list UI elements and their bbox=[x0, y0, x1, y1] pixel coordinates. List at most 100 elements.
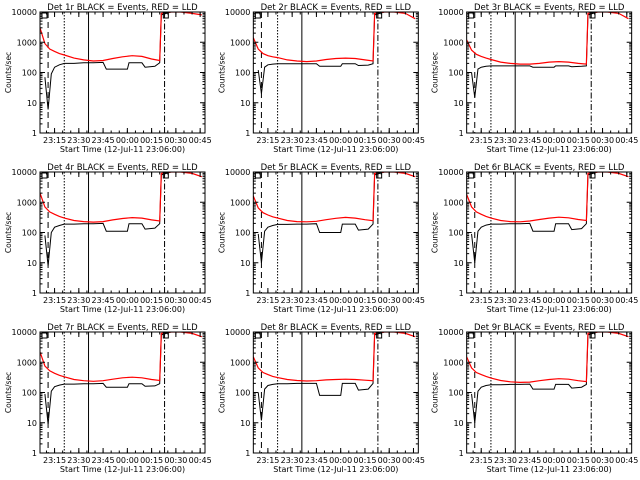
x-tick-label: 00:15 bbox=[140, 136, 163, 145]
square-marker bbox=[41, 12, 48, 19]
y-tick-label: 1 bbox=[32, 449, 37, 458]
y-tick-label: 10000 bbox=[225, 8, 250, 17]
square-marker bbox=[589, 172, 596, 179]
series-events bbox=[257, 12, 385, 94]
x-tick-label: 00:15 bbox=[567, 136, 590, 145]
x-tick-label: 00:45 bbox=[189, 456, 212, 465]
square-marker bbox=[468, 332, 475, 339]
y-axis-label: Counts/sec bbox=[4, 372, 13, 413]
y-tick-label: 10000 bbox=[12, 328, 37, 337]
x-tick-label: 23:45 bbox=[305, 456, 328, 465]
x-tick-label: 00:15 bbox=[140, 296, 163, 305]
x-tick-label: 00:45 bbox=[189, 136, 212, 145]
y-tick-label: 10000 bbox=[12, 168, 37, 177]
x-tick-label: 23:15 bbox=[43, 456, 66, 465]
x-tick-label: 23:30 bbox=[494, 456, 517, 465]
x-tick-label: 23:15 bbox=[256, 296, 279, 305]
y-tick-label: 1 bbox=[459, 449, 464, 458]
y-axis-label: Counts/sec bbox=[217, 372, 226, 413]
x-tick-label: 00:00 bbox=[116, 456, 139, 465]
y-tick-label: 10 bbox=[240, 259, 250, 268]
panel-det-2: Det 2r BLACK = Events, RED = LLD 1 10 100 10… bbox=[217, 3, 425, 154]
y-tick-label: 1000 bbox=[17, 358, 37, 367]
x-axis-label: Start Time (12-Jul-11 23:06:00) bbox=[60, 145, 185, 154]
x-tick-label: 00:45 bbox=[402, 136, 425, 145]
x-tick-label: 23:30 bbox=[281, 456, 304, 465]
square-marker bbox=[162, 172, 169, 179]
x-tick-label: 23:30 bbox=[281, 136, 304, 145]
y-tick-label: 100 bbox=[235, 229, 250, 238]
y-tick-label: 10 bbox=[453, 99, 463, 108]
y-tick-label: 10 bbox=[27, 259, 37, 268]
x-tick-label: 00:00 bbox=[542, 456, 565, 465]
panel-det-9: Det 9r BLACK = Events, RED = LLD 1 10 100 10… bbox=[431, 323, 639, 474]
x-tick-label: 23:30 bbox=[67, 456, 90, 465]
y-tick-label: 1 bbox=[245, 449, 250, 458]
panel-title: Det 3r BLACK = Events, RED = LLD bbox=[474, 3, 625, 13]
x-tick-label: 00:15 bbox=[353, 456, 376, 465]
x-tick-label: 00:00 bbox=[116, 136, 139, 145]
x-axis-label: Start Time (12-Jul-11 23:06:00) bbox=[273, 145, 398, 154]
x-tick-label: 00:15 bbox=[567, 456, 590, 465]
y-tick-label: 1 bbox=[459, 289, 464, 298]
x-axis-label: Start Time (12-Jul-11 23:06:00) bbox=[487, 305, 612, 314]
panel-det-1: Det 1r BLACK = Events, RED = LLD 1 10 100 10… bbox=[4, 3, 212, 154]
x-axis-label: Start Time (12-Jul-11 23:06:00) bbox=[487, 145, 612, 154]
y-axis-label: Counts/sec bbox=[431, 52, 440, 93]
series-events bbox=[44, 12, 172, 110]
panel-title: Det 8r BLACK = Events, RED = LLD bbox=[261, 323, 412, 333]
series-events bbox=[471, 332, 598, 423]
x-tick-label: 00:15 bbox=[353, 136, 376, 145]
x-tick-label: 00:30 bbox=[378, 136, 401, 145]
x-tick-label: 00:30 bbox=[591, 296, 614, 305]
x-tick-label: 00:30 bbox=[164, 296, 187, 305]
panel-title: Det 6r BLACK = Events, RED = LLD bbox=[474, 163, 625, 173]
y-tick-label: 100 bbox=[22, 69, 37, 78]
x-tick-label: 00:45 bbox=[615, 456, 638, 465]
y-tick-label: 10000 bbox=[225, 328, 250, 337]
y-tick-label: 100 bbox=[22, 229, 37, 238]
y-tick-label: 1 bbox=[245, 289, 250, 298]
x-tick-label: 00:45 bbox=[189, 296, 212, 305]
panel-det-7: Det 7r BLACK = Events, RED = LLD 1 10 100 10… bbox=[4, 323, 212, 474]
y-tick-label: 1000 bbox=[443, 198, 463, 207]
panel-title: Det 4r BLACK = Events, RED = LLD bbox=[47, 163, 198, 173]
y-axis-label: Counts/sec bbox=[431, 212, 440, 253]
series-events bbox=[257, 332, 385, 421]
x-tick-label: 00:00 bbox=[542, 136, 565, 145]
y-tick-label: 1000 bbox=[230, 358, 250, 367]
square-marker bbox=[589, 332, 596, 339]
x-tick-label: 00:00 bbox=[329, 296, 352, 305]
x-axis-label: Start Time (12-Jul-11 23:06:00) bbox=[60, 305, 185, 314]
y-tick-label: 1000 bbox=[17, 38, 37, 47]
x-tick-label: 00:00 bbox=[329, 136, 352, 145]
y-tick-label: 100 bbox=[448, 389, 463, 398]
x-tick-label: 23:15 bbox=[470, 296, 493, 305]
x-tick-label: 00:45 bbox=[402, 456, 425, 465]
x-tick-label: 00:30 bbox=[378, 456, 401, 465]
square-marker bbox=[376, 12, 383, 19]
square-marker bbox=[468, 172, 475, 179]
y-tick-label: 10000 bbox=[438, 168, 463, 177]
x-tick-label: 23:45 bbox=[305, 296, 328, 305]
x-tick-label: 00:30 bbox=[378, 296, 401, 305]
x-tick-label: 00:30 bbox=[164, 136, 187, 145]
y-axis-label: Counts/sec bbox=[4, 212, 13, 253]
x-tick-label: 23:15 bbox=[256, 456, 279, 465]
series-events bbox=[44, 172, 172, 266]
y-tick-label: 1000 bbox=[443, 38, 463, 47]
y-tick-label: 10 bbox=[27, 99, 37, 108]
x-tick-label: 00:00 bbox=[116, 296, 139, 305]
x-tick-label: 00:30 bbox=[591, 136, 614, 145]
y-tick-label: 10000 bbox=[12, 8, 37, 17]
panel-title: Det 2r BLACK = Events, RED = LLD bbox=[261, 3, 412, 13]
series-events bbox=[471, 12, 598, 98]
x-tick-label: 23:15 bbox=[470, 136, 493, 145]
series-lld bbox=[466, 12, 629, 65]
x-tick-label: 23:15 bbox=[43, 136, 66, 145]
x-tick-label: 23:30 bbox=[281, 296, 304, 305]
x-axis-label: Start Time (12-Jul-11 23:06:00) bbox=[273, 305, 398, 314]
series-events bbox=[44, 332, 172, 425]
x-tick-label: 00:45 bbox=[615, 296, 638, 305]
